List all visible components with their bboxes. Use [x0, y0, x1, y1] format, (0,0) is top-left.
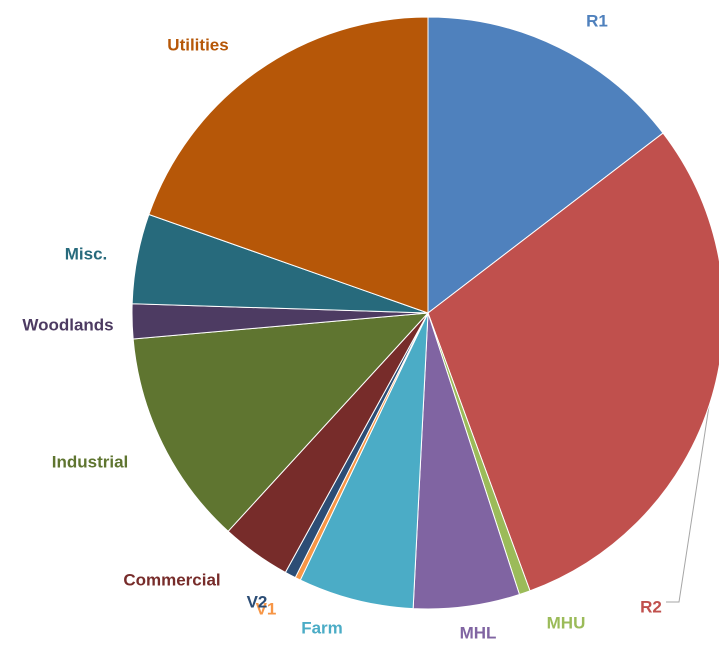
- pie-slice: [132, 312, 430, 533]
- pie-slice: [148, 16, 429, 314]
- slice-label: Woodlands: [22, 315, 113, 334]
- slice-label: V1: [256, 599, 277, 618]
- pie-slice: [299, 312, 429, 610]
- slice-label: MHU: [547, 613, 586, 632]
- slice-label: V2: [247, 592, 268, 611]
- pie-slice: [427, 16, 664, 315]
- slice-label: Industrial: [52, 452, 129, 471]
- slice-label: Misc.: [65, 244, 108, 263]
- slice-label: Farm: [301, 618, 343, 637]
- leader-line: [666, 392, 712, 603]
- slice-label: Commercial: [123, 570, 220, 589]
- slice-label: R1: [586, 11, 608, 30]
- slice-label: MHL: [460, 623, 497, 642]
- pie-slice: [427, 132, 719, 592]
- slice-label: Utilities: [167, 35, 228, 54]
- slice-label: R2: [640, 597, 662, 616]
